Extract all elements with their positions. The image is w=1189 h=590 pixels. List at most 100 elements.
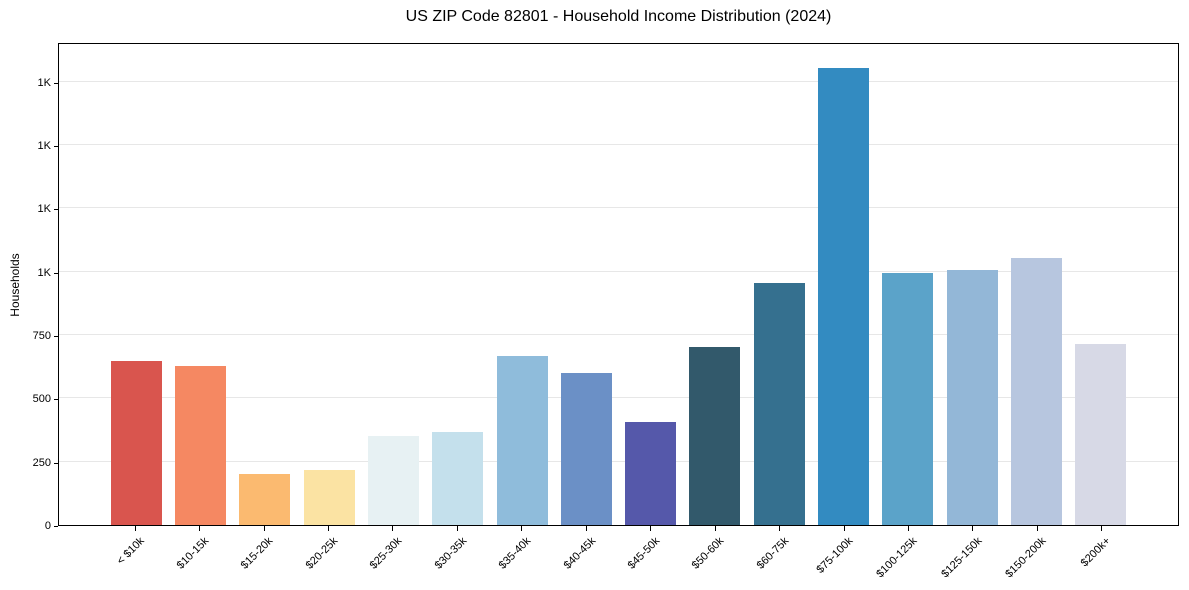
x-tick-slot (941, 526, 1005, 531)
bar (1075, 343, 1127, 525)
x-tick-label: < $10k (114, 535, 147, 568)
bar-slot (233, 44, 297, 525)
gridline (59, 460, 1178, 462)
y-tick-mark (54, 526, 58, 527)
x-tick-slot (490, 526, 554, 531)
x-tick-slot (1005, 526, 1069, 531)
bar-slot (811, 44, 875, 525)
bar-slot (747, 44, 811, 525)
bar (367, 435, 419, 525)
y-tick-label: 750 (32, 329, 51, 342)
x-tick-slot (361, 526, 425, 531)
bar-slot (1069, 44, 1133, 525)
x-tick-label: $40-45k (561, 535, 598, 572)
bar (625, 421, 677, 525)
x-tick-slot (554, 526, 618, 531)
x-tick-mark (714, 526, 716, 531)
y-tick-label: 1K (37, 203, 51, 216)
y-tick-mark (54, 82, 58, 84)
bar-slot (619, 44, 683, 525)
x-tick-label: $125-150k (939, 535, 985, 581)
gridline (59, 270, 1178, 272)
bar (753, 282, 805, 525)
y-tick-mark (54, 399, 58, 401)
bar (946, 270, 998, 525)
gridline (59, 333, 1178, 335)
bar (689, 347, 741, 525)
x-tick-mark (585, 526, 587, 531)
bars-container (59, 44, 1178, 525)
x-tick-mark (521, 526, 523, 531)
x-tick-label: $60-75k (754, 535, 792, 572)
x-tick-mark (456, 526, 458, 531)
x-tick-mark (650, 526, 652, 531)
bar-slot (490, 44, 554, 525)
bar (303, 470, 355, 525)
x-tick-label: $15-20k (238, 535, 276, 572)
x-tick-slot (425, 526, 489, 531)
plot-area (58, 43, 1179, 526)
bar (818, 68, 870, 525)
bar-slot (361, 44, 425, 525)
y-tick-label: 500 (32, 393, 51, 406)
x-tick-mark (328, 526, 330, 531)
x-tick-mark (1101, 526, 1103, 531)
x-tick-mark (392, 526, 394, 531)
y-tick-mark (54, 462, 58, 464)
x-tick-mark (263, 526, 265, 531)
gridline (59, 397, 1178, 399)
x-tick-slot (747, 526, 811, 531)
y-tick-label: 1K (37, 139, 51, 152)
x-tick-label: $100-125k (874, 535, 920, 581)
x-tick-mark (1036, 526, 1038, 531)
x-tick-mark (972, 526, 974, 531)
x-tick-mark (779, 526, 781, 531)
x-tick-slot (876, 526, 940, 531)
bar (560, 373, 612, 525)
y-tick-label: 250 (32, 456, 51, 469)
bar-slot (168, 44, 232, 525)
bar-slot (554, 44, 618, 525)
x-tick-slot (103, 526, 167, 531)
x-tick-slot (683, 526, 747, 531)
x-tick-label: $45-50k (625, 535, 663, 572)
x-tick-label: $25-30k (367, 535, 405, 572)
x-tick-slot (296, 526, 360, 531)
x-tick-label: $75-100k (814, 535, 856, 576)
bar (174, 365, 226, 525)
x-axis-ticks (58, 526, 1179, 531)
bar-slot (426, 44, 490, 525)
x-tick-slot (619, 526, 683, 531)
gridline (59, 80, 1178, 82)
gridline (59, 143, 1178, 145)
chart-title: US ZIP Code 82801 - Household Income Dis… (405, 8, 832, 25)
bar (882, 273, 934, 525)
y-axis-label: Households (8, 253, 22, 317)
x-tick-label: $50-60k (690, 535, 727, 572)
bar (496, 356, 548, 525)
y-tick-mark (54, 272, 58, 274)
y-tick-label: 1K (37, 76, 51, 89)
x-tick-slot (812, 526, 876, 531)
x-tick-mark (843, 526, 845, 531)
x-tick-label: $30-35k (432, 535, 469, 572)
x-tick-label: $35-40k (496, 535, 534, 572)
bar-slot (297, 44, 361, 525)
x-tick-slot (232, 526, 296, 531)
x-tick-label: $20-25k (303, 535, 341, 572)
bar-slot (940, 44, 1004, 525)
x-tick-label: $10-15k (174, 535, 212, 572)
x-tick-mark (134, 526, 136, 531)
bar (110, 360, 162, 525)
x-tick-slot (1070, 526, 1134, 531)
bar-slot (1004, 44, 1068, 525)
x-tick-mark (907, 526, 909, 531)
bar (432, 432, 484, 525)
y-tick-mark (54, 335, 58, 337)
y-tick-label: 1K (37, 266, 51, 279)
bar (239, 473, 291, 525)
y-tick-mark (54, 209, 58, 211)
bar-slot (683, 44, 747, 525)
bar-slot (104, 44, 168, 525)
